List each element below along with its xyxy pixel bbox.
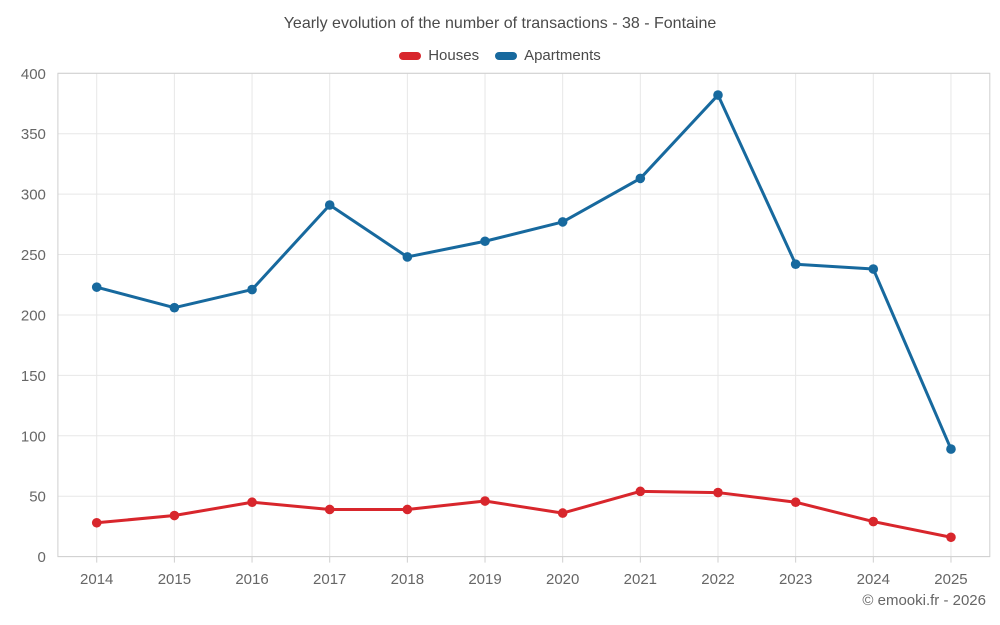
data-point-houses[interactable]	[635, 486, 646, 497]
x-axis-tick-label: 2014	[80, 571, 113, 588]
data-point-houses[interactable]	[868, 516, 879, 527]
series-line-apartments	[95, 93, 953, 451]
x-axis-tick-label: 2025	[934, 571, 967, 588]
series-line-houses	[95, 489, 953, 539]
data-point-houses[interactable]	[946, 532, 956, 543]
data-point-houses[interactable]	[480, 496, 490, 506]
data-point-apartments[interactable]	[91, 282, 102, 292]
y-axis-tick-label: 0	[38, 549, 46, 566]
y-axis-tick-label: 400	[21, 66, 46, 83]
legend-marker-houses-icon	[399, 51, 422, 60]
plot-border	[57, 72, 991, 558]
legend-marker-apartments-icon	[495, 51, 518, 60]
data-point-apartments[interactable]	[324, 200, 335, 210]
data-point-apartments[interactable]	[169, 302, 180, 313]
y-axis-tick-label: 350	[21, 126, 46, 143]
data-point-apartments[interactable]	[402, 252, 413, 262]
y-axis-tick-label: 300	[21, 187, 46, 204]
x-axis-tick-label: 2022	[701, 571, 734, 588]
x-axis-tick-label: 2019	[468, 571, 501, 588]
x-axis-tick-label: 2016	[235, 571, 268, 588]
data-point-apartments[interactable]	[635, 173, 646, 184]
x-axis-tick-label: 2023	[779, 571, 812, 588]
data-point-houses[interactable]	[790, 497, 801, 508]
data-point-apartments[interactable]	[480, 236, 490, 247]
data-point-apartments[interactable]	[713, 90, 723, 100]
data-point-houses[interactable]	[713, 487, 723, 498]
y-axis-tick-label: 150	[21, 368, 46, 385]
data-point-houses[interactable]	[557, 508, 568, 518]
x-axis-tick-label: 2024	[857, 571, 890, 588]
legend-item-apartments[interactable]: Apartments	[495, 47, 601, 64]
data-point-houses[interactable]	[324, 504, 335, 515]
legend-label-apartments: Apartments	[524, 47, 601, 64]
x-axis-tick-label: 2020	[546, 571, 579, 588]
legend: Houses Apartments	[0, 47, 1000, 64]
chart-title: Yearly evolution of the number of transa…	[283, 15, 717, 32]
data-point-houses[interactable]	[169, 510, 180, 521]
x-axis-tick-label: 2018	[391, 571, 424, 588]
data-point-apartments[interactable]	[946, 444, 956, 454]
data-point-apartments[interactable]	[868, 264, 879, 274]
data-point-apartments[interactable]	[790, 259, 801, 270]
data-point-apartments[interactable]	[247, 284, 257, 295]
x-axis-tick-label: 2015	[158, 571, 191, 588]
data-point-houses[interactable]	[91, 517, 102, 528]
legend-item-houses[interactable]: Houses	[399, 47, 479, 64]
y-axis-tick-label: 250	[21, 247, 46, 264]
data-point-houses[interactable]	[247, 497, 257, 508]
y-axis-tick-label: 100	[21, 428, 46, 445]
data-point-apartments[interactable]	[557, 217, 568, 227]
y-axis-tick-label: 50	[29, 489, 46, 506]
copyright-footer: © emooki.fr - 2026	[862, 592, 986, 609]
data-point-houses[interactable]	[402, 504, 413, 515]
legend-label-houses: Houses	[428, 47, 480, 64]
x-axis-tick-label: 2017	[313, 571, 346, 588]
y-axis-tick-label: 200	[21, 307, 46, 324]
x-axis-tick-label: 2021	[624, 571, 657, 588]
